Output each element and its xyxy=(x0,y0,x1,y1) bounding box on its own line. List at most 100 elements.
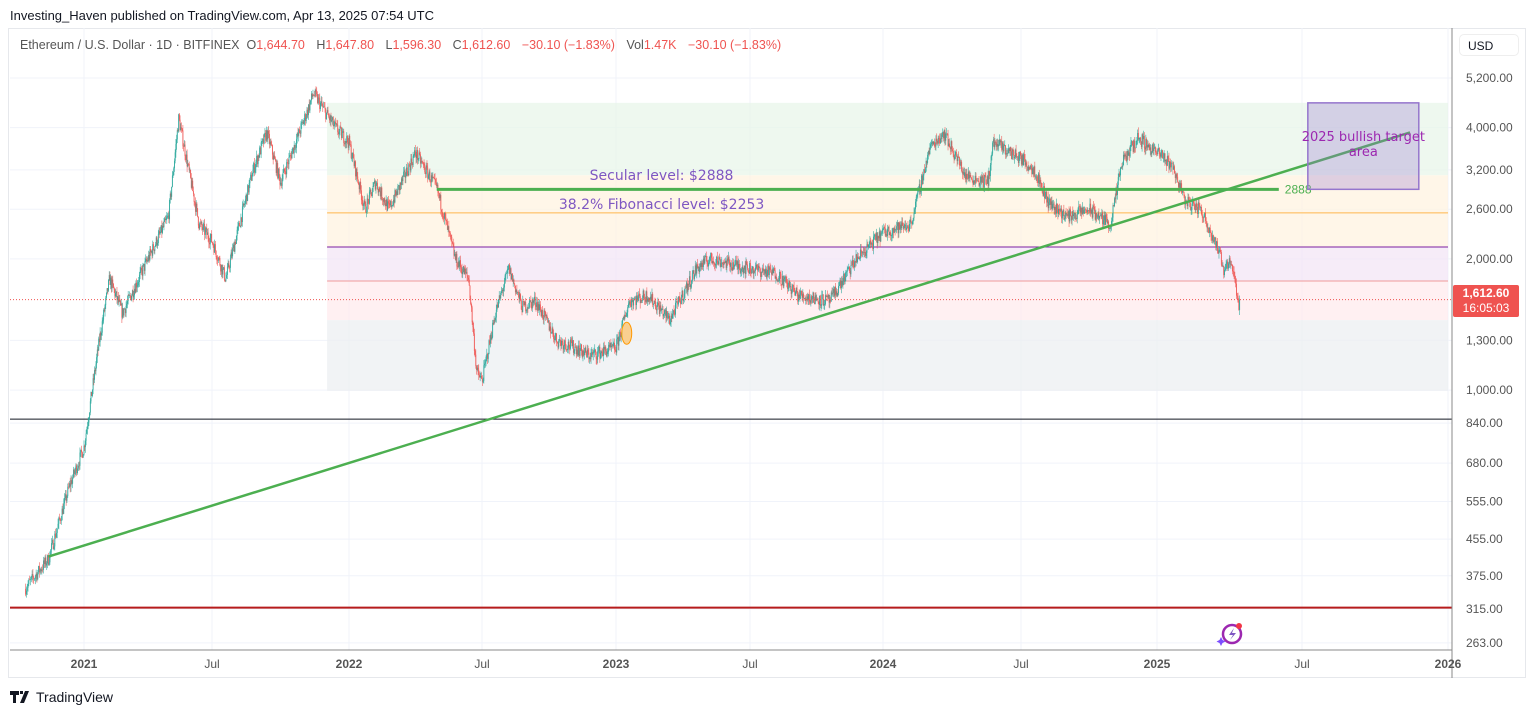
candle xyxy=(1184,196,1186,205)
candle xyxy=(391,205,393,207)
candle xyxy=(658,305,660,314)
candle xyxy=(601,351,603,354)
candle xyxy=(812,292,814,299)
candle xyxy=(255,161,257,168)
sparkle-lightning-icon[interactable] xyxy=(1216,623,1243,646)
candle xyxy=(378,187,380,193)
candle xyxy=(514,285,516,293)
candle xyxy=(94,370,95,380)
candle xyxy=(420,160,422,164)
candle xyxy=(995,141,997,143)
candle xyxy=(900,224,902,229)
candle xyxy=(253,163,255,170)
candle xyxy=(433,177,434,178)
candle xyxy=(429,171,431,182)
time-tick-label: 2025 xyxy=(1144,657,1171,671)
candle xyxy=(1154,147,1156,149)
candle xyxy=(1190,210,1192,211)
time-tick-label: 2024 xyxy=(870,657,897,671)
candle xyxy=(1159,154,1161,157)
candle xyxy=(275,160,277,173)
candle xyxy=(827,295,829,298)
candle xyxy=(823,304,825,306)
candle xyxy=(151,251,153,256)
candle xyxy=(317,97,319,103)
candle xyxy=(1041,182,1042,188)
candle xyxy=(143,263,145,266)
highlight-ellipse[interactable] xyxy=(621,321,633,345)
candle xyxy=(519,294,521,300)
candle xyxy=(1213,239,1215,242)
candle xyxy=(501,291,502,293)
candle xyxy=(705,255,707,257)
candle xyxy=(1194,209,1196,211)
candle xyxy=(489,335,491,344)
candle xyxy=(885,234,887,236)
candle xyxy=(340,126,342,128)
candle xyxy=(910,219,912,222)
candle xyxy=(907,226,909,228)
candle xyxy=(495,309,497,318)
candle xyxy=(589,357,591,360)
candle xyxy=(581,351,583,357)
ascending-trendline[interactable] xyxy=(48,131,1411,558)
candle xyxy=(625,315,626,317)
candle xyxy=(57,523,59,529)
candle xyxy=(230,252,232,259)
candle xyxy=(978,180,980,186)
candle xyxy=(835,291,837,295)
candle xyxy=(447,226,449,230)
candle xyxy=(182,130,184,147)
chart-annotation[interactable]: Secular level: $2888 xyxy=(590,168,734,184)
candle xyxy=(96,349,98,358)
candle xyxy=(425,172,426,175)
candle xyxy=(195,203,197,212)
candle xyxy=(84,440,86,448)
candle xyxy=(627,307,629,313)
symbol-name[interactable]: Ethereum / U.S. Dollar · 1D · BITFINEX xyxy=(20,38,240,52)
candle xyxy=(600,351,602,353)
candle xyxy=(366,198,368,212)
candle xyxy=(1096,216,1098,218)
candle xyxy=(500,292,502,299)
candle xyxy=(538,304,540,310)
candle xyxy=(200,222,202,224)
candle xyxy=(259,147,261,155)
candle xyxy=(478,369,480,375)
currency-button[interactable]: USD xyxy=(1459,34,1519,56)
candle xyxy=(350,144,352,158)
candle xyxy=(865,252,866,256)
candle xyxy=(1153,148,1155,151)
candle xyxy=(946,133,948,135)
candle xyxy=(853,265,855,268)
target-area-box[interactable] xyxy=(1307,102,1420,191)
candle xyxy=(190,169,192,178)
candle xyxy=(410,158,412,171)
candle xyxy=(651,294,653,302)
candle xyxy=(1178,182,1179,188)
candle xyxy=(132,290,134,298)
candle xyxy=(1197,202,1199,214)
candle xyxy=(768,267,770,275)
candle xyxy=(501,289,503,292)
time-axis[interactable]: 2021 Jul 2022 Jul 2023 Jul 2024 Jul 2025 Jul 2026 xyxy=(71,657,1462,671)
candle xyxy=(276,162,278,173)
tradingview-branding[interactable]: TradingView xyxy=(10,689,113,705)
candle xyxy=(1124,154,1126,157)
candle xyxy=(306,109,308,118)
candle xyxy=(574,346,576,351)
candle xyxy=(169,193,171,201)
price-axis[interactable]: 5,200.004,000.003,200.002,600.002,000.00… xyxy=(1466,71,1513,650)
candle xyxy=(835,286,837,295)
candle xyxy=(1035,176,1036,178)
candle xyxy=(212,243,214,246)
candle xyxy=(587,349,589,353)
candle xyxy=(964,172,966,177)
candle xyxy=(506,269,508,274)
chart-annotation[interactable]: 38.2% Fibonacci level: $2253 xyxy=(559,197,764,213)
candle xyxy=(683,298,685,301)
candle xyxy=(1123,154,1125,157)
candle xyxy=(322,105,324,107)
candle xyxy=(299,129,300,134)
